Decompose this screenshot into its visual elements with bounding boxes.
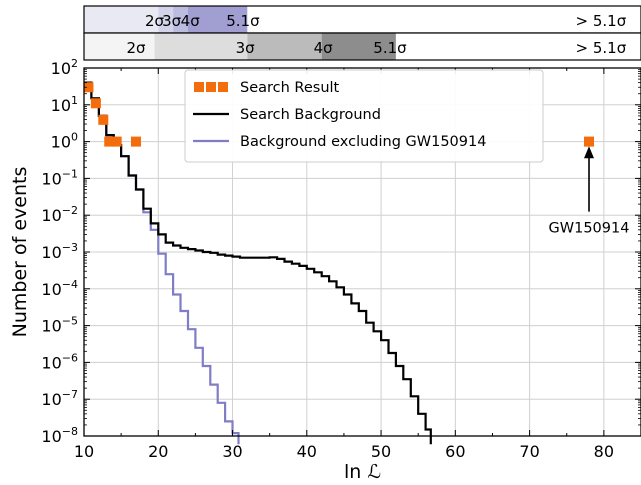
legend: Search Result Search Background Background… — [184, 69, 544, 163]
legend-marker-square — [206, 82, 216, 92]
y-tick-label: 102 — [51, 57, 78, 78]
x-tick-label: 80 — [594, 442, 614, 461]
x-axis-title: ln ℒ — [344, 461, 381, 483]
band-label: 4σ — [181, 12, 201, 30]
band-segment — [84, 33, 155, 60]
x-tick-label: 10 — [74, 442, 94, 461]
band-label: 2σ — [126, 39, 146, 57]
y-tick-label: 10−8 — [41, 425, 78, 446]
x-tick-label: 50 — [371, 442, 391, 461]
y-tick-label: 10−7 — [41, 388, 78, 409]
x-tick-label: 60 — [445, 442, 465, 461]
band-label: > 5.1σ — [576, 12, 627, 30]
series-line — [84, 81, 432, 445]
band-segment — [321, 33, 396, 60]
band-label: > 5.1σ — [576, 39, 627, 57]
search-result-point — [98, 114, 109, 125]
search-result-point — [104, 136, 115, 147]
band-segment — [158, 6, 174, 33]
band-segment — [173, 6, 188, 33]
search-result-point — [130, 136, 141, 147]
band-segment — [187, 6, 248, 33]
annotation-label: GW150914 — [549, 221, 630, 237]
x-tick-label: 40 — [297, 442, 317, 461]
axis-ticks: 10 20 30 40 50 60 70 80 102 101 100 10−1 10−2 10−3 10−… — [41, 57, 641, 461]
annotations: GW150914 — [549, 146, 630, 237]
x-tick-label: 20 — [148, 442, 168, 461]
legend-marker-square — [218, 82, 228, 92]
x-tick-label: 70 — [519, 442, 539, 461]
legend-marker-square — [194, 82, 204, 92]
legend-box — [184, 69, 544, 163]
band-label: 4σ — [314, 39, 334, 57]
band-label: 5.1σ — [373, 39, 407, 57]
band-segment — [154, 33, 248, 60]
series-layer — [83, 81, 595, 445]
y-tick-label: 101 — [51, 94, 78, 115]
search-result-point — [83, 82, 94, 93]
search-result-point — [111, 136, 122, 147]
band-label: 5.1σ — [226, 12, 260, 30]
legend-label: Search Result — [240, 80, 340, 96]
y-tick-label: 10−6 — [41, 351, 78, 372]
legend-label: Background excluding GW150914 — [240, 134, 486, 150]
search-result-point — [90, 98, 101, 109]
y-tick-label: 10−2 — [41, 204, 78, 225]
band-frame — [83, 32, 641, 61]
band-segment — [247, 33, 322, 60]
legend-label: Search Background — [240, 107, 381, 123]
y-tick-label: 10−5 — [41, 315, 78, 336]
y-axis-title: Number of events — [9, 167, 31, 338]
annotation-arrow-head — [584, 146, 595, 159]
y-tick-label: 100 — [51, 131, 78, 152]
search-result-point — [584, 136, 595, 147]
band-segment — [395, 33, 641, 60]
band-label: 2σ — [145, 12, 165, 30]
y-tick-label: 10−3 — [41, 241, 78, 262]
band-label: 3σ — [236, 39, 256, 57]
y-tick-label: 10−4 — [41, 278, 78, 299]
y-tick-label: 10−1 — [41, 167, 78, 188]
band-segment — [247, 6, 641, 33]
x-tick-label: 30 — [222, 442, 242, 461]
band-label: 3σ — [162, 12, 182, 30]
band-segment — [84, 6, 159, 33]
